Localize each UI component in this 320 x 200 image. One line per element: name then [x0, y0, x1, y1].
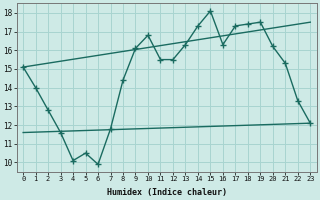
- X-axis label: Humidex (Indice chaleur): Humidex (Indice chaleur): [107, 188, 227, 197]
